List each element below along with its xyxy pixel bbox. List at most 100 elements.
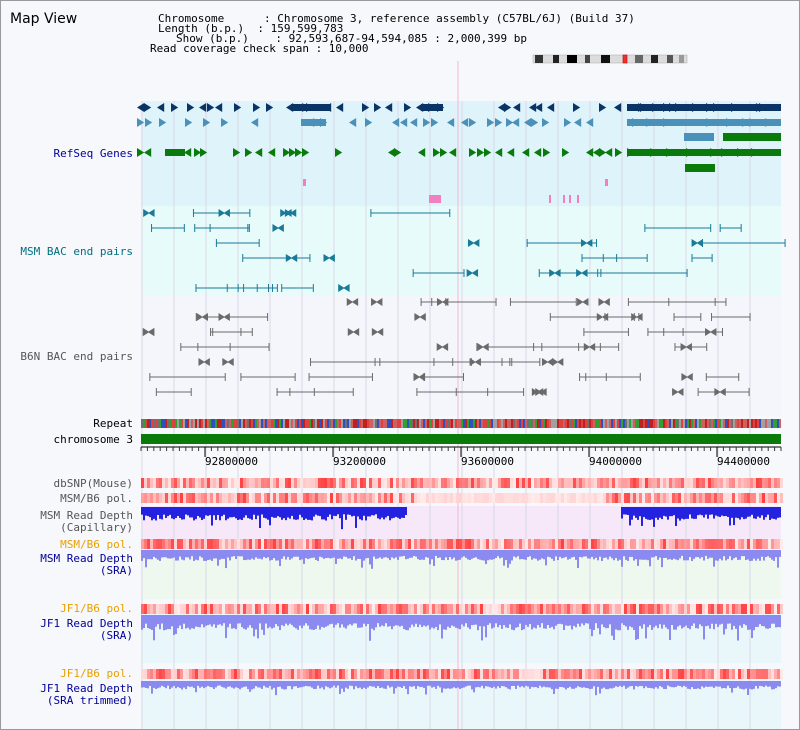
polymorphism-cell <box>210 604 213 614</box>
msm-pol-label-2[interactable]: MSM/B6 pol. <box>60 538 133 551</box>
polymorphism-cell <box>501 604 504 614</box>
depth-bar <box>381 550 383 559</box>
msm-bac-label[interactable]: MSM BAC end pairs <box>20 245 133 258</box>
depth-bar <box>369 550 371 565</box>
depth-bar <box>613 550 615 561</box>
polymorphism-cell <box>552 604 555 614</box>
polymorphism-cell <box>468 669 471 679</box>
polymorphism-cell <box>147 604 150 614</box>
repeat-segment <box>513 419 515 428</box>
depth-bar <box>655 681 657 688</box>
polymorphism-cell <box>222 478 225 488</box>
polymorphism-cell <box>150 478 153 488</box>
chromosome-ideogram[interactable] <box>531 54 689 64</box>
depth-bar <box>551 550 553 559</box>
repeat-segment <box>621 419 623 428</box>
polymorphism-cell <box>498 669 501 679</box>
dbsnp-label[interactable]: dbSNP(Mouse) <box>53 477 133 490</box>
depth-bar <box>573 550 575 557</box>
polymorphism-cell <box>471 478 474 488</box>
depth-bar <box>761 681 763 687</box>
depth-bar <box>205 507 207 516</box>
polymorphism-cell <box>294 539 297 549</box>
depth-bar <box>415 681 417 689</box>
polymorphism-cell <box>375 604 378 614</box>
feature-arrow <box>495 148 503 157</box>
polymorphism-cell <box>414 669 417 679</box>
depth-bar <box>183 550 185 561</box>
polymorphism-cell <box>435 604 438 614</box>
depth-bar <box>675 615 677 630</box>
b6n-bac-label[interactable]: B6N BAC end pairs <box>20 350 133 363</box>
refseq-genes-label[interactable]: RefSeq Genes <box>53 147 133 160</box>
msm-depth-sra-label-1[interactable]: MSM Read Depth <box>40 552 133 565</box>
polymorphism-cell <box>768 669 771 679</box>
depth-bar <box>735 550 737 558</box>
depth-bar <box>707 550 709 559</box>
depth-bar <box>643 507 645 518</box>
polymorphism-cell <box>423 493 426 503</box>
polymorphism-cell <box>147 478 150 488</box>
depth-bar <box>555 681 557 689</box>
polymorphism-cell <box>402 604 405 614</box>
polymorphism-cell <box>381 604 384 614</box>
polymorphism-cell <box>669 669 672 679</box>
polymorphism-cell <box>432 539 435 549</box>
msm-depth-capillary-label-1[interactable]: MSM Read Depth <box>40 509 133 522</box>
depth-bar <box>327 681 329 688</box>
jf1-depth-sra-label-1[interactable]: JF1 Read Depth <box>40 617 133 630</box>
polymorphism-cell <box>396 604 399 614</box>
depth-bar <box>449 615 451 628</box>
depth-bar <box>239 507 241 520</box>
polymorphism-cell <box>378 604 381 614</box>
depth-bar <box>773 681 775 690</box>
polymorphism-cell <box>738 539 741 549</box>
repeat-segment <box>311 419 313 428</box>
jf1-pol-label-2[interactable]: JF1/B6 pol. <box>60 667 133 680</box>
depth-bar <box>259 681 261 688</box>
feature-arrow <box>672 388 679 396</box>
depth-bar <box>555 615 557 626</box>
msm-depth-capillary-label-2[interactable]: (Capillary) <box>60 521 133 534</box>
polymorphism-cell <box>309 669 312 679</box>
jf1-depth-trimmed-label-1[interactable]: JF1 Read Depth <box>40 682 133 695</box>
repeat-segment <box>477 419 479 428</box>
polymorphism-cell <box>624 493 627 503</box>
repeat-segment <box>173 419 175 428</box>
depth-bar <box>581 615 583 624</box>
feature-arrow <box>507 148 515 157</box>
depth-bar <box>513 615 515 631</box>
jf1-pol-label-1[interactable]: JF1/B6 pol. <box>60 602 133 615</box>
msm-pol-label-1[interactable]: MSM/B6 pol. <box>60 492 133 505</box>
depth-bar <box>395 681 397 689</box>
depth-bar <box>743 507 745 520</box>
depth-bar <box>541 615 543 624</box>
repeat-segment <box>545 419 547 428</box>
feature-arrow <box>400 118 408 127</box>
depth-bar <box>243 507 245 518</box>
depth-bar <box>615 681 617 687</box>
msm-depth-sra-label-2[interactable]: (SRA) <box>99 564 133 577</box>
depth-bar <box>293 550 295 557</box>
polymorphism-cell <box>537 669 540 679</box>
polymorphism-cell <box>741 478 744 488</box>
depth-bar <box>643 681 645 689</box>
jf1-depth-trimmed-label-2[interactable]: (SRA trimmed) <box>46 694 133 707</box>
repeat-segment <box>539 419 541 428</box>
polymorphism-cell <box>285 539 288 549</box>
depth-bar <box>357 681 359 689</box>
repeat-segment <box>691 419 693 428</box>
polymorphism-cell <box>225 539 228 549</box>
jf1-depth-sra-label-2[interactable]: (SRA) <box>99 629 133 642</box>
polymorphism-cell <box>633 493 636 503</box>
depth-bar <box>179 550 181 557</box>
polymorphism-cell <box>207 669 210 679</box>
depth-bar <box>285 507 287 521</box>
depth-bar <box>453 550 455 558</box>
depth-bar <box>743 615 745 625</box>
depth-bar <box>563 615 565 630</box>
polymorphism-cell <box>741 669 744 679</box>
polymorphism-cell <box>645 604 648 614</box>
depth-bar <box>689 507 691 515</box>
